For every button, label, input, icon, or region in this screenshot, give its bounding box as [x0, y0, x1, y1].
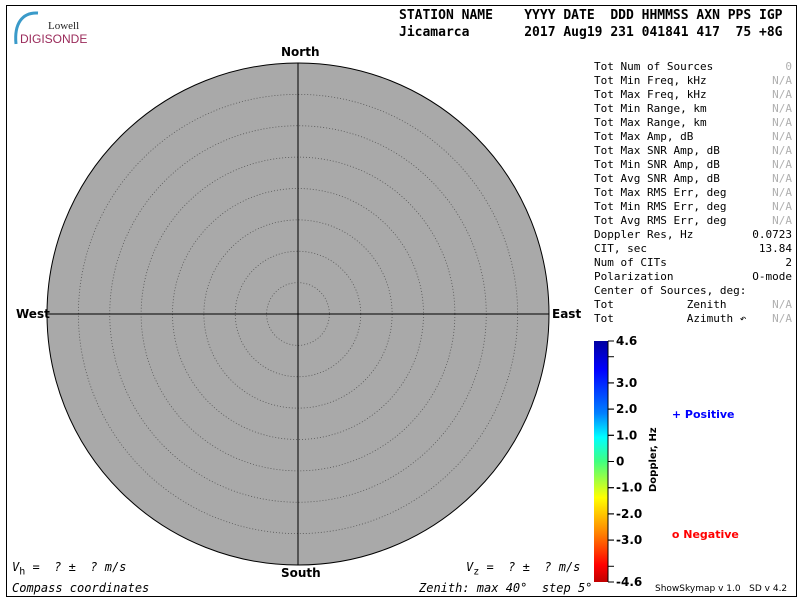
stat-label: Tot Num of Sources — [594, 60, 714, 73]
stat-value: N/A — [772, 88, 792, 101]
stat-value: 0.0723 — [752, 228, 792, 241]
colorbar-tick-label: -1.0 — [616, 481, 642, 495]
stat-value: N/A — [772, 158, 792, 171]
vz-readout: Vz = ? ± ? m/s — [466, 560, 580, 577]
stat-value: N/A — [772, 298, 792, 311]
stat-value: 2 — [785, 256, 792, 269]
stat-label: Tot Max RMS Err, deg — [594, 186, 727, 199]
stat-label: Num of CITs — [594, 256, 667, 269]
stat-row: Tot Azimuth ↶ N/A — [594, 312, 792, 326]
stat-value: N/A — [772, 102, 792, 115]
stat-value: N/A — [772, 312, 792, 325]
colorbar-tick-label: 1.0 — [616, 428, 637, 442]
stat-label: Tot Max Range, km — [594, 116, 707, 129]
colorbar-tick-label: -2.0 — [616, 507, 642, 521]
vh-subscript: h — [19, 566, 26, 578]
stat-row: Tot Min Freq, kHz N/A — [594, 74, 792, 88]
vh-value: = ? ± ? m/s — [25, 560, 127, 574]
stat-value: N/A — [772, 214, 792, 227]
vz-subscript: z — [473, 566, 480, 578]
vh-symbol: V — [12, 560, 20, 574]
vz-symbol: V — [466, 560, 474, 574]
header-values: Jicamarca 2017 Aug19 231 041841 417 75 +… — [399, 25, 783, 40]
compass-south: South — [281, 566, 321, 580]
stat-label: Center of Sources, deg: — [594, 284, 747, 297]
stat-row: Num of CITs 2 — [594, 256, 792, 270]
stat-value: N/A — [772, 172, 792, 185]
stat-row: Tot Avg RMS Err, deg N/A — [594, 214, 792, 228]
stat-label: Tot Min RMS Err, deg — [594, 200, 727, 213]
logo-arc-icon — [14, 11, 39, 45]
stat-value: 13.84 — [758, 242, 792, 255]
stat-value: N/A — [772, 200, 792, 213]
stat-row: Doppler Res, Hz 0.0723 — [594, 228, 792, 242]
colorbar-tick-label: -4.6 — [616, 575, 642, 589]
coordinate-system-label: Compass coordinates — [12, 581, 150, 595]
stat-value: N/A — [772, 144, 792, 157]
stat-label: Tot Avg SNR Amp, dB — [594, 172, 720, 185]
plus-icon: + — [671, 408, 682, 421]
compass-west: West — [16, 307, 50, 321]
stat-label: Tot Zenith — [594, 298, 727, 311]
stat-value: O-mode — [752, 270, 792, 283]
stat-label: Polarization — [594, 270, 674, 283]
digisonde-logo: Lowell DIGISONDE — [10, 10, 88, 50]
colorbar-tick-label: 3.0 — [616, 376, 637, 390]
compass-north: North — [281, 45, 320, 59]
legend-negative-label: Negative — [683, 528, 739, 541]
legend-positive-label: Positive — [684, 408, 735, 421]
stat-row: CIT, sec 13.84 — [594, 242, 792, 256]
colorbar-tick-label: 4.6 — [616, 334, 637, 348]
colorbar-tick-label: -3.0 — [616, 533, 642, 547]
stat-row: Center of Sources, deg: — [594, 284, 792, 298]
stat-row: Tot Min SNR Amp, dB N/A — [594, 158, 792, 172]
stat-row: Tot Max RMS Err, deg N/A — [594, 186, 792, 200]
stat-row: Tot Min Range, km N/A — [594, 102, 792, 116]
version-label: ShowSkymap v 1.0 SD v 4.2 — [655, 584, 788, 594]
stat-value: N/A — [772, 116, 792, 129]
stat-row: Tot Max Freq, kHz N/A — [594, 88, 792, 102]
stat-label: Tot Max Amp, dB — [594, 130, 694, 143]
stat-label: Tot Min Freq, kHz — [594, 74, 707, 87]
stat-row: Tot Max SNR Amp, dB N/A — [594, 144, 792, 158]
stat-label: Tot Max Freq, kHz — [594, 88, 707, 101]
stat-label: Tot Min SNR Amp, dB — [594, 158, 720, 171]
stat-value: N/A — [772, 130, 792, 143]
vh-readout: Vh = ? ± ? m/s — [12, 560, 126, 577]
circle-icon: o — [671, 528, 680, 541]
stat-row: Tot Avg SNR Amp, dB N/A — [594, 172, 792, 186]
stat-row: Tot Min RMS Err, deg N/A — [594, 200, 792, 214]
stat-label: Tot Max SNR Amp, dB — [594, 144, 720, 157]
vz-value: = ? ± ? m/s — [479, 560, 581, 574]
logo-text-digisonde: DIGISONDE — [20, 32, 88, 46]
stat-label: CIT, sec — [594, 242, 647, 255]
colorbar-title: Doppler, Hz — [648, 427, 659, 492]
stat-value: 0 — [785, 60, 792, 73]
stat-label: Tot Min Range, km — [594, 102, 707, 115]
stat-row: Tot Zenith N/A — [594, 298, 792, 312]
compass-east: East — [552, 307, 582, 321]
stat-value: N/A — [772, 74, 792, 87]
stat-label: Tot Azimuth ↶ — [594, 312, 747, 325]
legend-positive: + Positive — [668, 395, 735, 421]
stat-value: N/A — [772, 186, 792, 199]
colorbar-tick-label: 2.0 — [616, 402, 637, 416]
plot-frame — [6, 5, 797, 597]
colorbar-tick-label: 0 — [616, 455, 624, 469]
stat-label: Tot Avg RMS Err, deg — [594, 214, 727, 227]
stat-row: Tot Max Amp, dB N/A — [594, 130, 792, 144]
colorbar — [594, 341, 608, 582]
zenith-scale-label: Zenith: max 40° step 5° — [419, 581, 593, 595]
stat-row: Tot Max Range, km N/A — [594, 116, 792, 130]
stat-row: Tot Num of Sources 0 — [594, 60, 792, 74]
stat-row: Polarization O-mode — [594, 270, 792, 284]
logo-text-lowell: Lowell — [48, 20, 80, 32]
header-labels: STATION NAME YYYY DATE DDD HHMMSS AXN PP… — [399, 8, 783, 23]
stat-label: Doppler Res, Hz — [594, 228, 694, 241]
legend-negative: o Negative — [668, 515, 739, 541]
